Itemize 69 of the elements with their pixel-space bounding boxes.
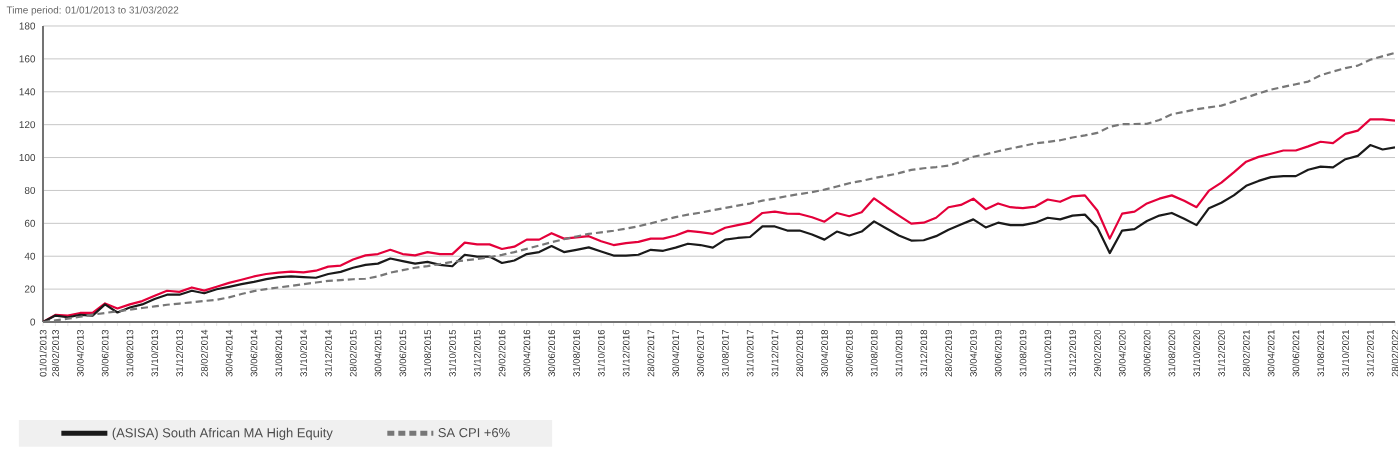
x-tick-label: 31/10/2015 — [448, 329, 456, 377]
x-tick-label: 31/12/2015 — [473, 329, 481, 377]
x-tick-label: 31/12/2019 — [1069, 329, 1076, 377]
x-tick-label: 30/06/2015 — [399, 329, 407, 377]
x-tick-label: 30/04/2016 — [523, 329, 531, 377]
x-tick-label: 30/04/2019 — [969, 329, 977, 377]
x-tick-label: 31/08/2017 — [721, 329, 729, 377]
x-tick-label: 30/06/2013 — [101, 329, 109, 377]
x-tick-label: 31/08/2013 — [126, 329, 134, 377]
chart-title: Time period: 01/01/2013 to 31/03/2022 — [6, 6, 179, 16]
x-tick-label: 30/06/2020 — [1143, 329, 1151, 377]
x-tick-label: 31/10/2021 — [1341, 329, 1349, 377]
x-tick-label: 31/10/2016 — [597, 329, 605, 377]
x-tick-label: 31/12/2020 — [1217, 329, 1225, 377]
x-tick-label: 31/08/2020 — [1168, 329, 1176, 377]
x-tick-label: 30/06/2021 — [1292, 329, 1300, 377]
x-tick-label: 30/04/2021 — [1267, 329, 1275, 377]
x-tick-label: 29/02/2020 — [1093, 329, 1101, 377]
y-tick-label: 80 — [24, 186, 36, 194]
x-tick-label: 30/04/2013 — [76, 329, 84, 377]
y-tick-label: 140 — [19, 88, 36, 96]
x-tick-label: 30/06/2018 — [845, 329, 853, 377]
x-tick-label: 30/06/2017 — [696, 329, 704, 377]
x-tick-label: 31/12/2017 — [771, 329, 779, 377]
x-tick-label: 30/04/2014 — [225, 329, 233, 377]
x-tick-label: 31/12/2021 — [1366, 329, 1374, 377]
x-tick-label: 28/02/2021 — [1242, 329, 1250, 377]
x-tick-label: 31/08/2019 — [1019, 329, 1027, 377]
x-tick-label: 30/06/2016 — [548, 329, 556, 377]
x-tick-label: 31/08/2014 — [275, 329, 283, 377]
x-tick-label: 31/10/2020 — [1193, 329, 1201, 377]
y-tick-label: 40 — [24, 252, 36, 260]
x-tick-label: 31/12/2014 — [324, 329, 332, 377]
y-tick-label: 160 — [19, 55, 36, 63]
x-tick-label: 31/08/2015 — [424, 329, 431, 377]
x-tick-label: 31/12/2016 — [622, 329, 630, 377]
x-tick-label: 31/10/2014 — [300, 329, 307, 377]
x-tick-label: 31/10/2018 — [895, 329, 903, 377]
x-tick-label: 31/10/2013 — [151, 329, 159, 377]
x-tick-label: 30/06/2019 — [994, 329, 1002, 377]
y-tick-label: 0 — [30, 318, 36, 326]
x-tick-label: 28/02/2022 — [1391, 329, 1398, 377]
x-tick-label: 29/02/2016 — [498, 329, 506, 377]
x-tick-label: 31/10/2017 — [746, 329, 754, 377]
x-tick-label: 31/12/2013 — [175, 329, 183, 377]
x-tick-label: 28/02/2014 — [200, 329, 208, 377]
x-tick-label: 30/04/2017 — [672, 329, 680, 377]
x-tick-label: 28/02/2013 — [51, 329, 59, 377]
x-tick-label: 31/08/2018 — [870, 329, 878, 377]
x-tick-label: 28/02/2019 — [945, 329, 952, 377]
x-tick-label: 30/04/2018 — [820, 329, 828, 377]
y-tick-label: 180 — [19, 22, 36, 30]
y-tick-label: 20 — [24, 285, 36, 293]
x-tick-label: 30/04/2020 — [1118, 329, 1126, 377]
x-tick-label: 01/01/2013 — [39, 329, 47, 377]
x-tick-label: 30/04/2015 — [374, 329, 382, 377]
y-tick-label: 60 — [24, 219, 36, 227]
legend-label: (ASISA) South African MA High Equity — [112, 427, 333, 440]
x-tick-label: 28/02/2015 — [349, 329, 357, 377]
x-tick-label: 31/08/2021 — [1317, 329, 1325, 377]
x-tick-label: 28/02/2018 — [796, 329, 804, 377]
y-tick-label: 120 — [19, 121, 36, 129]
x-tick-label: 30/06/2014 — [250, 329, 258, 377]
x-tick-label: 31/10/2019 — [1044, 329, 1052, 377]
legend-label: SA CPI +6% — [438, 428, 510, 438]
y-tick-label: 100 — [19, 154, 36, 162]
x-tick-label: 31/12/2018 — [920, 329, 928, 377]
x-tick-label: 28/02/2017 — [647, 329, 655, 377]
x-tick-label: 31/08/2016 — [572, 329, 580, 377]
